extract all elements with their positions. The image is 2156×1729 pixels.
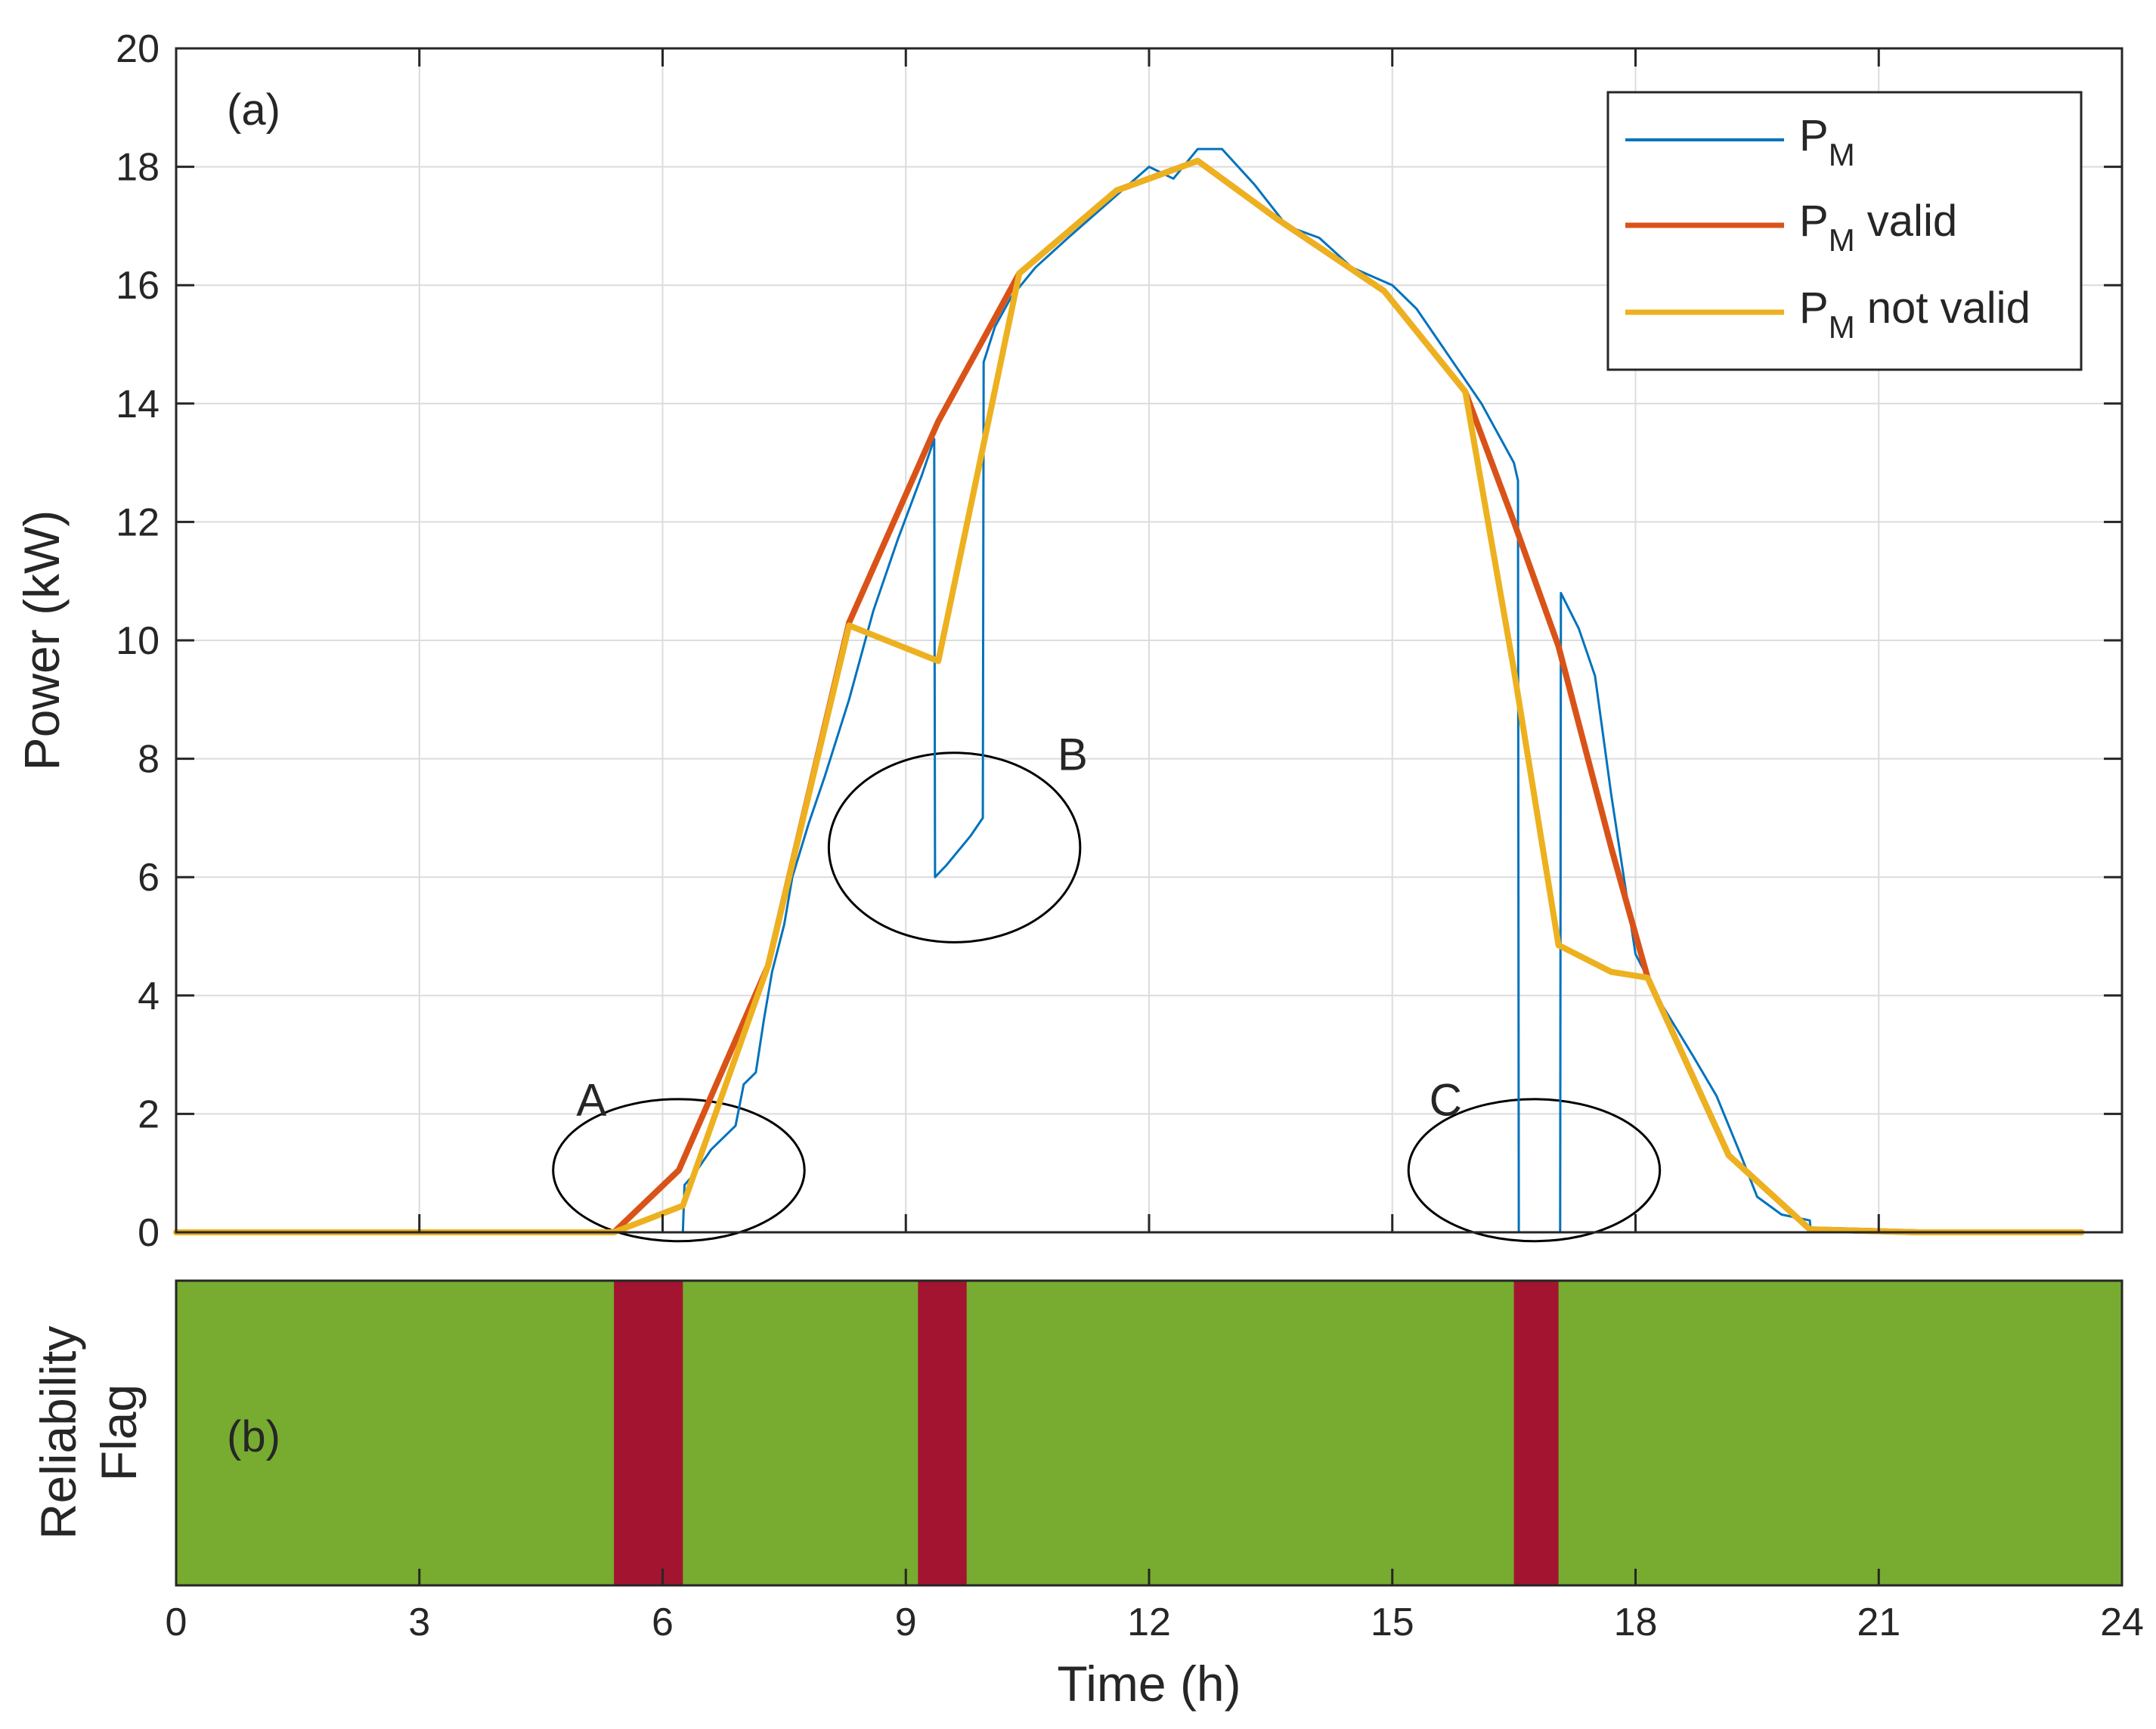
series-line-3 xyxy=(173,157,2085,1235)
panel-label-a: (a) xyxy=(227,85,280,135)
legend-label-2: PM valid xyxy=(1799,197,1957,258)
x-tick-label-3: 3 xyxy=(408,1600,430,1644)
y-tick-label-6: 6 xyxy=(138,856,160,900)
y-tick-label-0: 0 xyxy=(138,1211,160,1255)
x-tick-label-18: 18 xyxy=(1614,1600,1658,1644)
x-tick-label-24: 24 xyxy=(2100,1600,2144,1644)
y-tick-label-10: 10 xyxy=(116,619,160,663)
annotation-ellipse-a xyxy=(552,1098,806,1243)
series-line-1 xyxy=(175,147,2123,1234)
x-tick-label-6: 6 xyxy=(652,1600,674,1644)
time-ticks: 0 3 6 9 12 15 18 21 24 xyxy=(166,1569,2144,1644)
flag-invalid-band-2 xyxy=(918,1281,967,1585)
annotation-label-b: B xyxy=(1058,729,1088,779)
power-ticks: 0 2 4 6 8 10 12 14 16 18 20 xyxy=(116,27,2123,1255)
x-tick-label-9: 9 xyxy=(895,1600,917,1644)
legend-label-3: PM not valid xyxy=(1799,284,2031,345)
y-tick-label-20: 20 xyxy=(116,27,160,71)
power-series xyxy=(173,147,2123,1235)
legend: PM PM valid PM not valid xyxy=(1606,91,2083,371)
x-axis-label: Time (h) xyxy=(1057,1656,1241,1712)
flag-y-label-line-1: Reliability xyxy=(30,1326,86,1539)
annotation-ellipses: A B C xyxy=(552,729,1662,1243)
flag-invalid-band-1 xyxy=(614,1281,683,1585)
y-tick-label-14: 14 xyxy=(116,383,160,426)
y-tick-label-12: 12 xyxy=(116,500,160,544)
x-tick-label-21: 21 xyxy=(1857,1600,1900,1644)
flag-y-label-line-2: Flag xyxy=(91,1384,147,1481)
flag-valid-band xyxy=(176,1281,2122,1585)
annotation-ellipse-b xyxy=(827,751,1082,944)
panel-label-b: (b) xyxy=(227,1412,280,1461)
x-tick-label-12: 12 xyxy=(1127,1600,1171,1644)
x-tick-label-15: 15 xyxy=(1371,1600,1414,1644)
y-tick-label-8: 8 xyxy=(138,738,160,782)
x-tick-label-0: 0 xyxy=(166,1600,187,1644)
y-tick-label-18: 18 xyxy=(116,146,160,190)
annotation-ellipse-c xyxy=(1407,1098,1662,1243)
flag-panel: 0 3 6 9 12 15 18 21 24 (b) Reliability Flag Time… xyxy=(30,1279,2144,1712)
y-tick-label-4: 4 xyxy=(138,974,160,1018)
annotation-label-c: C xyxy=(1430,1075,1462,1126)
annotation-label-a: A xyxy=(576,1075,606,1126)
legend-label-1: PM xyxy=(1799,111,1855,172)
y-tick-label-2: 2 xyxy=(138,1092,160,1136)
flag-bands xyxy=(176,1281,2122,1585)
y-axis-label: Power (kW) xyxy=(14,510,70,771)
flag-invalid-band-3 xyxy=(1513,1281,1559,1585)
y-tick-label-16: 16 xyxy=(116,264,160,308)
